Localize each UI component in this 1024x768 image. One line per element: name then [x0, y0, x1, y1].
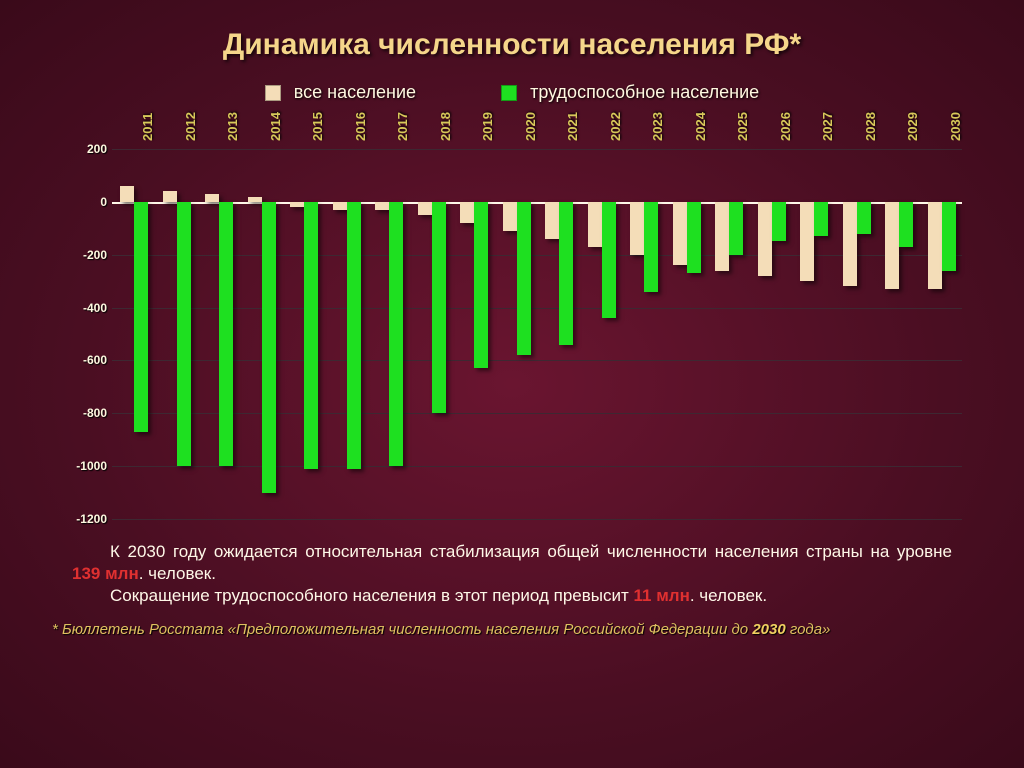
zero-line [112, 202, 962, 204]
footnote-year: 2030 [752, 621, 785, 638]
bar [205, 194, 219, 202]
gridline [112, 308, 962, 309]
body-paragraph-1: К 2030 году ожидается относительная стаб… [72, 541, 952, 585]
bar [177, 202, 191, 466]
chart-legend: все население трудоспособное население [0, 82, 1024, 103]
year-label: 2013 [225, 112, 240, 141]
bar [758, 202, 772, 276]
year-axis: 2011 2012 2013 2014 2015 2016 2017 2018 2019 2020… [112, 111, 972, 141]
legend-item-2: трудоспособное население [501, 82, 759, 103]
y-tick-label: -200 [72, 248, 107, 262]
legend-label-2: трудоспособное население [530, 82, 759, 102]
year-label: 2024 [693, 112, 708, 141]
year-label: 2021 [565, 112, 580, 141]
bar [899, 202, 913, 247]
body-text: К 2030 году ожидается относительная стаб… [72, 541, 952, 607]
y-tick-label: -1000 [72, 459, 107, 473]
year-label: 2011 [140, 113, 155, 141]
year-label: 2027 [820, 112, 835, 141]
year-label: 2018 [438, 112, 453, 141]
y-tick-label: -1200 [72, 512, 107, 526]
bar [630, 202, 644, 255]
bar [347, 202, 361, 469]
y-tick-label: -400 [72, 301, 107, 315]
year-label: 2030 [948, 112, 963, 141]
chart: 2011 2012 2013 2014 2015 2016 2017 2018 2019 2020… [52, 111, 972, 531]
year-label: 2022 [608, 112, 623, 141]
bar [248, 197, 262, 202]
gridline [112, 360, 962, 361]
gridline [112, 519, 962, 520]
bar [687, 202, 701, 273]
year-label: 2016 [353, 112, 368, 141]
year-label: 2014 [268, 112, 283, 141]
bar [517, 202, 531, 355]
y-tick-label: -800 [72, 406, 107, 420]
gridline [112, 413, 962, 414]
bar [460, 202, 474, 223]
year-label: 2015 [310, 112, 325, 141]
bar [644, 202, 658, 292]
bar [602, 202, 616, 318]
legend-swatch-1 [265, 85, 281, 101]
bar [800, 202, 814, 281]
bar [375, 202, 389, 210]
legend-label-1: все население [294, 82, 416, 102]
bar [219, 202, 233, 466]
bar [772, 202, 786, 242]
page-title: Динамика численности населения РФ* [0, 0, 1024, 62]
bar [290, 202, 304, 207]
year-label: 2017 [395, 112, 410, 141]
bar [333, 202, 347, 210]
bar [814, 202, 828, 236]
year-label: 2020 [523, 112, 538, 141]
legend-swatch-2 [501, 85, 517, 101]
legend-item-1: все население [265, 82, 416, 103]
bar [163, 191, 177, 202]
bar [545, 202, 559, 239]
bar [942, 202, 956, 271]
highlight-1: 139 млн [72, 564, 139, 583]
y-tick-label: -600 [72, 353, 107, 367]
bar [928, 202, 942, 289]
year-label: 2029 [905, 112, 920, 141]
bar [120, 186, 134, 202]
bar [418, 202, 432, 215]
plot-area [112, 149, 962, 520]
footnote: * Бюллетень Росстата «Предположительная … [52, 621, 972, 638]
bar [503, 202, 517, 231]
year-label: 2023 [650, 112, 665, 141]
bar [729, 202, 743, 255]
bar [474, 202, 488, 369]
year-label: 2025 [735, 112, 750, 141]
year-label: 2026 [778, 112, 793, 141]
bar [588, 202, 602, 247]
gridline [112, 466, 962, 467]
year-label: 2019 [480, 112, 495, 141]
bar [843, 202, 857, 287]
gridline [112, 255, 962, 256]
bar [262, 202, 276, 493]
highlight-2: 11 млн [634, 586, 690, 605]
gridline [112, 149, 962, 150]
year-label: 2028 [863, 112, 878, 141]
bar [432, 202, 446, 413]
bar [857, 202, 871, 234]
year-label: 2012 [183, 112, 198, 141]
bar [134, 202, 148, 432]
bar [715, 202, 729, 271]
bar [673, 202, 687, 265]
y-tick-label: 0 [72, 195, 107, 209]
bar [559, 202, 573, 345]
bar [389, 202, 403, 466]
body-paragraph-2: Сокращение трудоспособного населения в э… [72, 585, 952, 607]
bar [885, 202, 899, 289]
bar [304, 202, 318, 469]
y-tick-label: 200 [72, 142, 107, 156]
